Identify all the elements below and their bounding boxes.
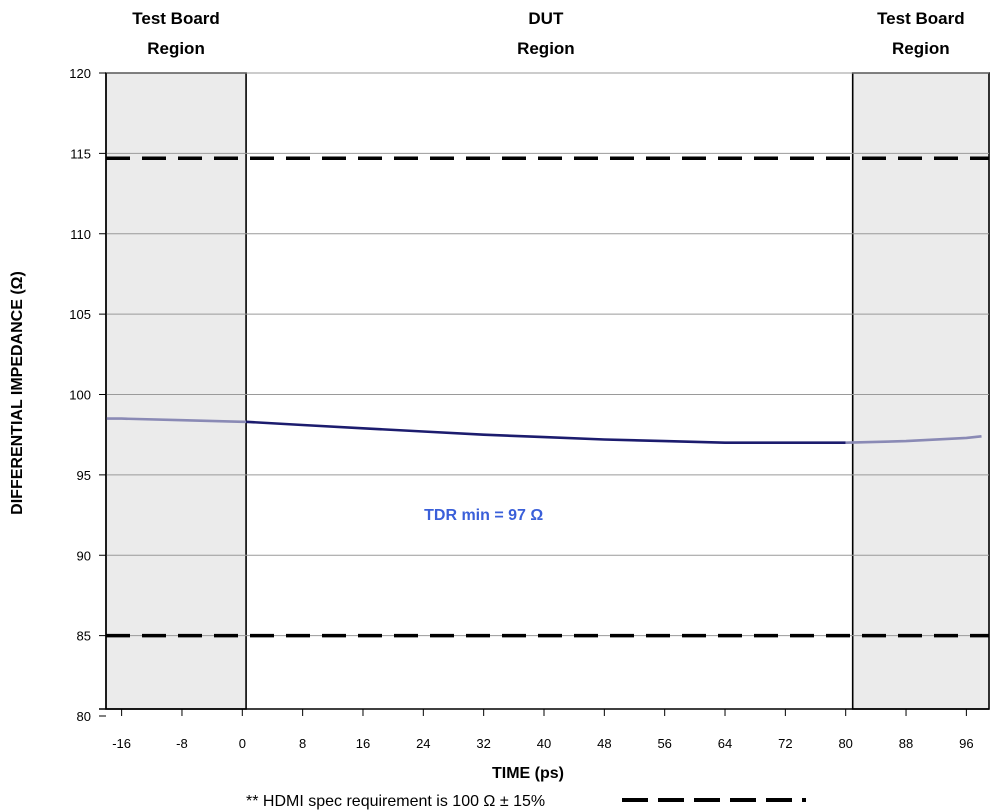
region-label-1-line1: DUT bbox=[528, 9, 564, 28]
region-layer bbox=[105, 72, 990, 710]
region-label-0-line2: Region bbox=[147, 39, 205, 58]
series-line-2 bbox=[845, 435, 982, 444]
x-tick-label--8: -8 bbox=[176, 736, 188, 751]
x-tick-label-96: 96 bbox=[959, 736, 973, 751]
axes-layer bbox=[99, 72, 989, 717]
x-tick-label-48: 48 bbox=[597, 736, 611, 751]
x-tick-label-32: 32 bbox=[476, 736, 490, 751]
region-box-2 bbox=[851, 72, 990, 710]
series-layer bbox=[106, 417, 982, 445]
region-label-0-line1: Test Board bbox=[132, 9, 220, 28]
series-line-1 bbox=[246, 420, 846, 445]
x-tick-label-56: 56 bbox=[657, 736, 671, 751]
y-tick-label-90: 90 bbox=[77, 548, 91, 563]
x-tick-label-8: 8 bbox=[299, 736, 306, 751]
region-box-0 bbox=[105, 72, 247, 710]
y-tick-label-95: 95 bbox=[77, 468, 91, 483]
annotation-tdr-min: TDR min = 97 Ω bbox=[424, 507, 543, 524]
x-axis-title: TIME (ps) bbox=[492, 765, 564, 782]
x-tick-label-0: 0 bbox=[239, 736, 246, 751]
y-tick-label-105: 105 bbox=[69, 307, 91, 322]
region-label-2-line1: Test Board bbox=[877, 9, 965, 28]
x-tick-label--16: -16 bbox=[112, 736, 131, 751]
x-tick-label-88: 88 bbox=[899, 736, 913, 751]
region-label-2-line2: Region bbox=[892, 39, 950, 58]
y-tick-label-120: 120 bbox=[69, 66, 91, 81]
x-tick-label-40: 40 bbox=[537, 736, 551, 751]
series-line-0 bbox=[106, 417, 247, 424]
y-axis-title: DIFFERENTIAL IMPEDANCE (Ω) bbox=[9, 271, 26, 515]
y-tick-label-110: 110 bbox=[70, 227, 91, 242]
y-tick-label-115: 115 bbox=[70, 146, 91, 161]
spec-limit-layer bbox=[106, 156, 989, 638]
y-tick-label-80: 80 bbox=[77, 709, 91, 724]
x-tick-label-80: 80 bbox=[838, 736, 852, 751]
x-tick-label-24: 24 bbox=[416, 736, 430, 751]
footnote-spec: ** HDMI spec requirement is 100 Ω ± 15% bbox=[246, 793, 545, 810]
region-label-1-line2: Region bbox=[517, 39, 575, 58]
labels-layer: Test Board Region DUT Region Test Board Regio… bbox=[69, 9, 973, 751]
y-tick-label-85: 85 bbox=[77, 629, 91, 644]
y-tick-label-100: 100 bbox=[69, 388, 91, 403]
x-tick-label-16: 16 bbox=[356, 736, 370, 751]
x-tick-label-72: 72 bbox=[778, 736, 792, 751]
grid-layer bbox=[106, 72, 989, 637]
x-tick-label-64: 64 bbox=[718, 736, 732, 751]
